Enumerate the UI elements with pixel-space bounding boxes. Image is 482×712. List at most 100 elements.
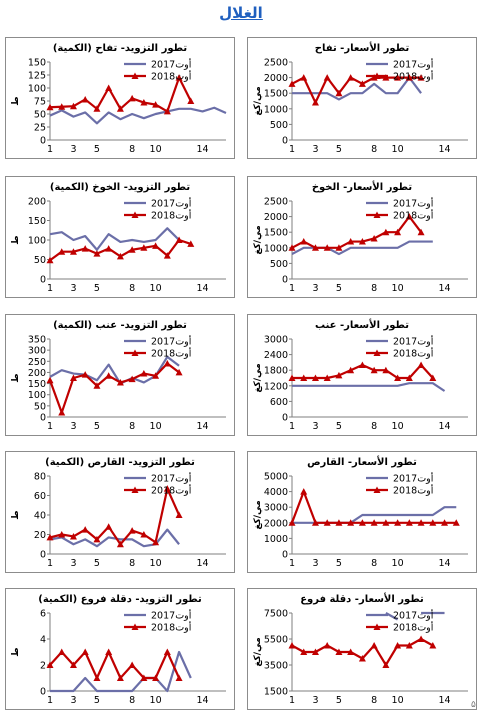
y-tick-label: 2500 [264, 58, 288, 69]
y-tick-label: 0 [282, 550, 288, 561]
y-tick-label: 2000 [264, 73, 288, 84]
x-tick-label: 5 [336, 283, 342, 294]
x-tick-label: 5 [336, 558, 342, 569]
x-tick-label: 1 [289, 421, 295, 432]
y-tick-label: 20 [34, 530, 46, 541]
data-point [358, 361, 366, 368]
data-point [405, 74, 413, 81]
legend-label: أوت2018 [151, 70, 192, 83]
y-tick-label: 2000 [264, 518, 288, 529]
data-point [152, 372, 160, 379]
chart: تطور التزويد- الخوخ (الكمية) ط 0 50 100 150 20… [11, 182, 226, 294]
x-tick-label: 1 [289, 695, 295, 706]
legend-label: أوت2017 [393, 335, 434, 348]
x-tick-label: 3 [312, 558, 318, 569]
data-point [347, 74, 355, 81]
chart: تطور الأسعار- دقلة فروع مي/كغ 1500 3500 5500… [253, 592, 468, 706]
data-point [163, 107, 171, 115]
x-tick-label: 10 [392, 558, 404, 569]
chart-panel-apple-supply: تطور التزويد- تفاح (الكمية) ط 0 25 50 75 100 12… [5, 37, 235, 159]
y-tick-label: 3000 [264, 335, 288, 346]
y-tick-label: 1000 [264, 243, 288, 254]
x-tick-label: 1 [47, 283, 53, 294]
data-point [116, 105, 124, 112]
data-point [163, 648, 171, 655]
x-tick-label: 1 [289, 283, 295, 294]
y-tick-label: 0 [40, 413, 46, 424]
data-point [394, 519, 402, 526]
chart-title: تطور التزويد- تفاح (الكمية) [53, 43, 187, 54]
y-tick-label: 40 [34, 511, 46, 522]
series-line [291, 76, 422, 104]
x-tick-label: 3 [312, 421, 318, 432]
chart: تطور الأسعار- تفاح مي/كغ 0 500 1000 1500 2000 2… [253, 41, 468, 155]
chart-title: تطور الأسعار- دقلة فروع [300, 592, 424, 605]
data-point [116, 378, 124, 386]
data-point [311, 244, 319, 251]
y-axis-label: ط [11, 373, 21, 382]
y-tick-label: 5000 [264, 472, 288, 483]
data-point [370, 519, 378, 526]
data-point [417, 228, 425, 236]
data-point [105, 245, 113, 252]
y-tick-label: 4 [40, 635, 46, 646]
data-point [93, 674, 101, 681]
x-tick-label: 10 [150, 283, 162, 294]
data-point [175, 236, 183, 243]
data-point [405, 519, 413, 526]
chart-panel-peach-prices: تطور الأسعار- الخوخ مي/كغ 0 500 1000 1500 2000… [247, 176, 477, 298]
y-axis-label: مي/كغ [253, 225, 263, 254]
data-point [300, 238, 308, 245]
legend-label: أوت2017 [151, 609, 192, 622]
data-point [93, 382, 101, 389]
data-point [300, 648, 308, 655]
x-tick-label: 14 [438, 695, 450, 706]
y-tick-label: 50 [34, 110, 46, 121]
data-point [175, 368, 183, 376]
data-point [335, 371, 343, 379]
data-point [46, 103, 54, 111]
chart-title: تطور التزويد- الخوخ (الكمية) [50, 182, 190, 193]
chart-panel-dates-supply: تطور التزويد- دقلة فروع (الكمية) ط 0 2 4 6 1 3 5… [5, 588, 235, 710]
x-tick-label: 1 [289, 144, 295, 155]
data-point [69, 102, 77, 110]
data-point [116, 540, 124, 548]
data-point [140, 99, 148, 106]
x-tick-label: 5 [94, 144, 100, 155]
x-tick-label: 5 [94, 695, 100, 706]
y-tick-label: 200 [28, 368, 46, 379]
data-point [382, 228, 390, 236]
x-tick-label: 8 [371, 558, 377, 569]
x-tick-label: 14 [196, 283, 208, 294]
x-tick-label: 8 [129, 421, 135, 432]
y-tick-label: 200 [28, 197, 46, 208]
x-tick-label: 14 [196, 144, 208, 155]
x-tick-label: 1 [47, 558, 53, 569]
y-tick-label: 0 [282, 136, 288, 147]
data-point [46, 256, 54, 264]
x-tick-label: 8 [371, 144, 377, 155]
y-tick-label: 0 [40, 136, 46, 147]
y-tick-label: 100 [28, 236, 46, 247]
data-point [288, 642, 296, 649]
legend-label: أوت2017 [393, 58, 434, 71]
y-axis-label: ط [11, 96, 21, 105]
y-axis-label: ط [11, 510, 21, 519]
x-tick-label: 3 [70, 558, 76, 569]
x-tick-label: 5 [94, 421, 100, 432]
data-point [335, 648, 343, 655]
data-point [81, 648, 89, 655]
data-point [187, 97, 195, 104]
data-point [163, 485, 171, 492]
data-point [323, 519, 331, 526]
x-tick-label: 8 [129, 695, 135, 706]
data-point [152, 538, 160, 546]
series-line [48, 362, 180, 414]
y-tick-label: 50 [34, 401, 46, 412]
x-tick-label: 5 [336, 421, 342, 432]
x-tick-label: 3 [312, 695, 318, 706]
chart-title: تطور الأسعار- القارص [307, 455, 417, 468]
data-point [140, 370, 148, 377]
data-point [288, 80, 296, 87]
x-tick-label: 8 [371, 421, 377, 432]
